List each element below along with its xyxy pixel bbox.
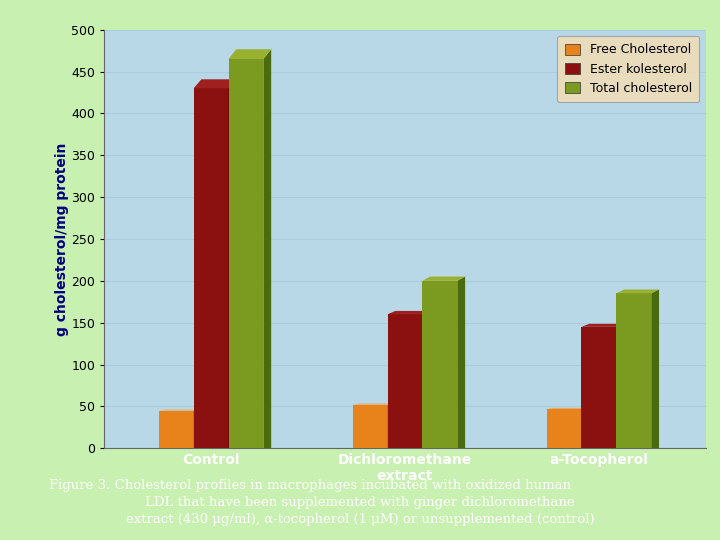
Polygon shape — [582, 327, 616, 448]
Polygon shape — [457, 276, 465, 448]
Polygon shape — [387, 314, 423, 448]
Text: Figure 3. Cholesterol profiles in macrophages incubated with oxidized human: Figure 3. Cholesterol profiles in macrop… — [49, 480, 571, 492]
Polygon shape — [616, 293, 652, 448]
Polygon shape — [616, 324, 624, 448]
Polygon shape — [353, 403, 395, 404]
Polygon shape — [387, 311, 431, 314]
Polygon shape — [582, 324, 624, 327]
Polygon shape — [158, 410, 194, 448]
Legend: Free Cholesterol, Ester kolesterol, Total cholesterol: Free Cholesterol, Ester kolesterol, Tota… — [557, 36, 699, 103]
Text: extract (430 μg/ml), α-tocopherol (1 μM) or unsupplemented (control): extract (430 μg/ml), α-tocopherol (1 μM)… — [126, 513, 594, 526]
Polygon shape — [652, 289, 659, 448]
Polygon shape — [264, 49, 271, 448]
Text: LDL that have been supplemented with ginger dichloromethane: LDL that have been supplemented with gin… — [145, 496, 575, 509]
Polygon shape — [353, 404, 387, 448]
Polygon shape — [546, 409, 582, 448]
Polygon shape — [582, 408, 589, 448]
Polygon shape — [616, 289, 659, 293]
Polygon shape — [228, 79, 236, 448]
Polygon shape — [194, 88, 228, 448]
Polygon shape — [228, 59, 264, 448]
Polygon shape — [228, 49, 271, 59]
Polygon shape — [423, 281, 457, 448]
Polygon shape — [194, 79, 236, 88]
Polygon shape — [546, 408, 589, 409]
Y-axis label: g cholesterol/mg protein: g cholesterol/mg protein — [55, 142, 68, 336]
Polygon shape — [423, 311, 431, 448]
Polygon shape — [387, 403, 395, 448]
Polygon shape — [423, 276, 465, 281]
Polygon shape — [194, 410, 202, 448]
